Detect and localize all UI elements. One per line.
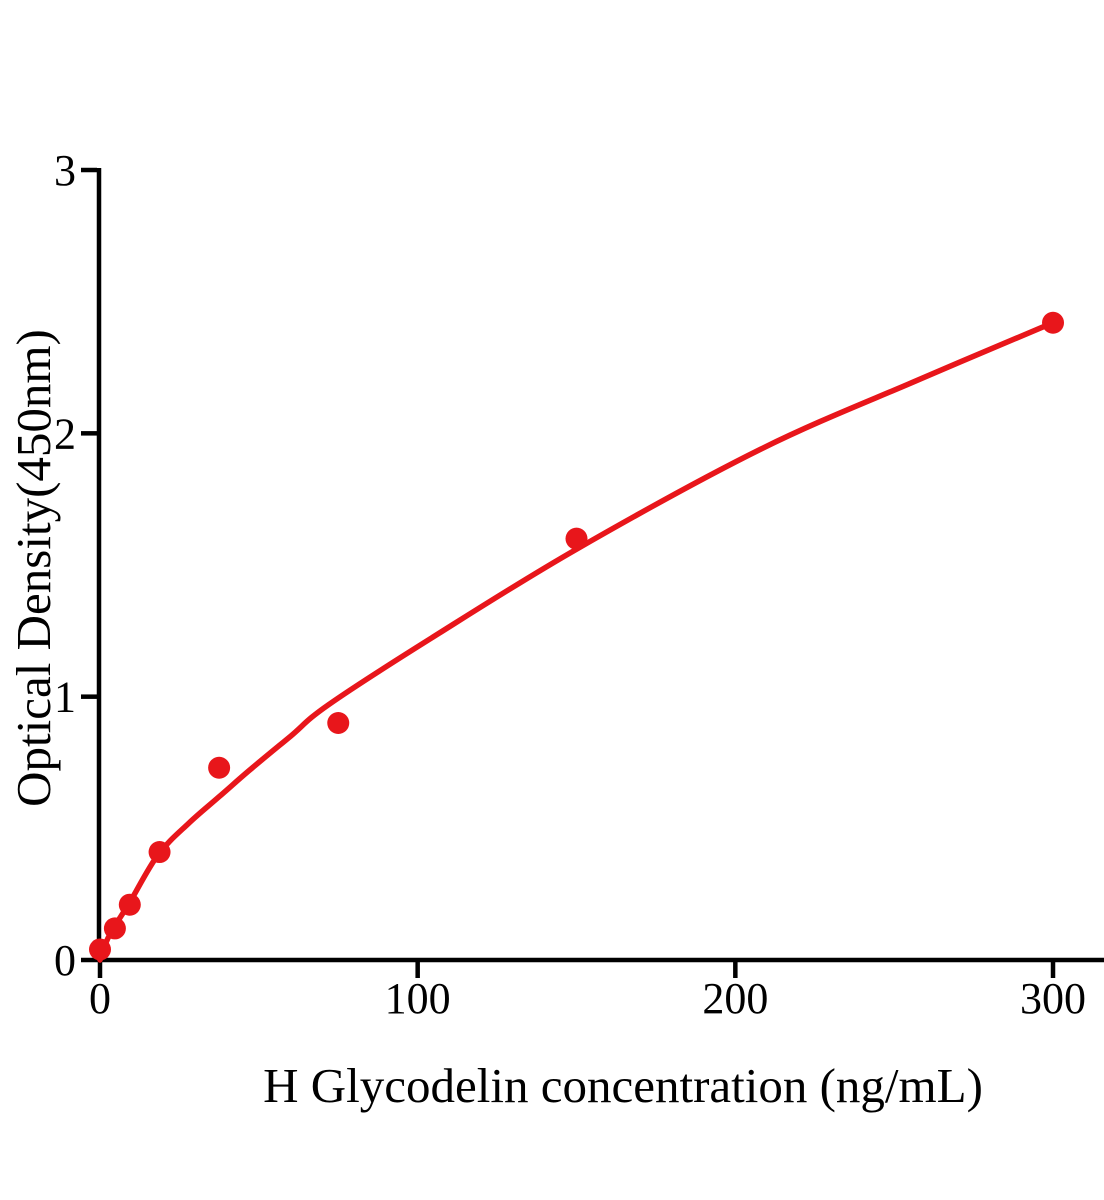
x-tick-label: 0	[89, 974, 111, 1023]
data-point	[148, 841, 171, 864]
x-tick-label: 200	[702, 974, 768, 1023]
y-tick-label: 3	[54, 146, 76, 195]
data-point	[565, 527, 588, 550]
y-tick-label: 0	[54, 936, 76, 985]
data-point	[208, 756, 231, 779]
data-point	[118, 893, 141, 916]
data-points	[89, 311, 1065, 961]
data-point	[1042, 311, 1065, 334]
fitted-curve-line	[97, 319, 1056, 963]
y-tick-label: 1	[54, 673, 76, 722]
axes	[96, 168, 1104, 963]
data-point	[327, 712, 350, 735]
data-point	[103, 917, 126, 940]
y-axis-title: Optical Density(450nm)	[6, 329, 61, 807]
x-axis-title: H Glycodelin concentration (ng/mL)	[263, 1058, 983, 1113]
axis-tick-labels: 0 1 2 3 0 100 200 300	[54, 146, 1086, 1023]
data-point	[89, 938, 111, 961]
axis-ticks	[81, 167, 1056, 978]
x-tick-label: 100	[385, 974, 451, 1023]
x-tick-label: 300	[1020, 974, 1086, 1023]
y-tick-label: 2	[54, 409, 76, 458]
